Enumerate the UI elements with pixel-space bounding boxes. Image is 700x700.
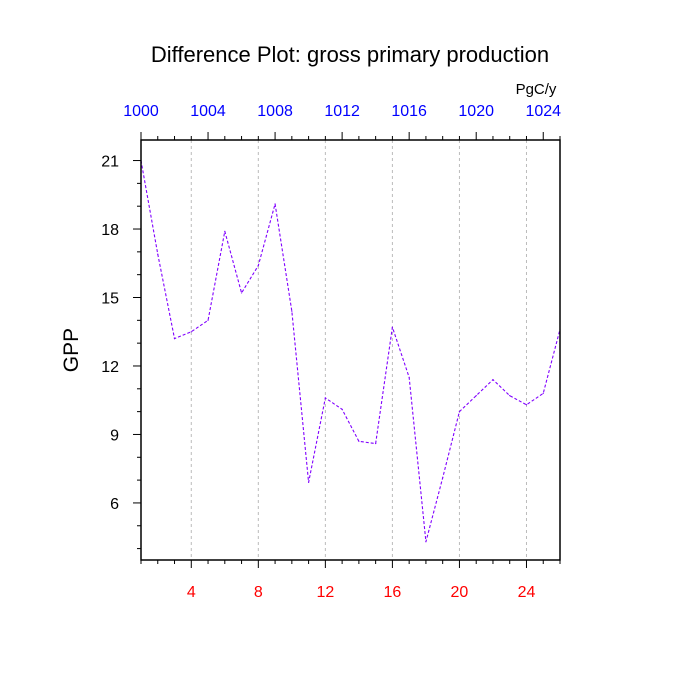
y-axis-label: GPP <box>60 328 83 372</box>
data-point <box>173 337 176 340</box>
grid-lines <box>190 140 527 560</box>
data-point <box>442 477 444 479</box>
data-point <box>458 411 461 413</box>
bottom-tick-label: 8 <box>254 584 263 601</box>
data-point <box>274 203 276 205</box>
data-point <box>257 264 259 267</box>
top-tick-label: 1008 <box>257 103 293 120</box>
bottom-tick-label: 20 <box>451 584 469 601</box>
data-point <box>207 319 209 321</box>
data-point <box>190 331 192 333</box>
bottom-tick-label: 12 <box>316 584 334 601</box>
data-point <box>475 395 477 397</box>
chart-title: Difference Plot: gross primary productio… <box>151 42 549 67</box>
y-tick-label: 9 <box>110 427 119 444</box>
top-tick-label: 1000 <box>123 103 159 120</box>
data-point <box>324 397 326 399</box>
top-tick-label: 1004 <box>190 103 226 120</box>
y-tick-label: 12 <box>101 359 119 376</box>
top-tick-label: 1012 <box>324 103 360 120</box>
axes-layer: 4 8 12 16 20 24 1000 1004 1008 1012 1016 1020 1024 6 9… <box>101 103 561 601</box>
data-point <box>492 379 494 381</box>
gpp-difference-line <box>140 160 561 542</box>
y-tick-label: 15 <box>101 291 119 308</box>
units-label: PgC/y <box>516 81 557 98</box>
data-point <box>358 440 360 442</box>
data-point <box>509 395 511 397</box>
data-point <box>308 481 310 483</box>
data-point <box>391 326 393 328</box>
bottom-tick-label: 24 <box>518 584 536 601</box>
data-point <box>224 230 226 232</box>
top-tick-label: 1020 <box>458 103 494 120</box>
data-point <box>542 392 544 394</box>
data-point <box>375 442 377 445</box>
data-point <box>240 292 243 294</box>
y-tick-label: 6 <box>110 496 119 513</box>
y-tick-label: 21 <box>101 154 119 171</box>
bottom-tick-label: 16 <box>384 584 402 601</box>
series-layer <box>140 159 561 543</box>
top-tick-label: 1016 <box>391 103 427 120</box>
plot-frame <box>140 139 561 561</box>
data-point <box>341 408 343 410</box>
bottom-tick-label: 4 <box>187 584 196 601</box>
data-point <box>157 253 159 255</box>
data-point <box>291 310 293 312</box>
data-point <box>408 376 410 378</box>
data-point <box>525 404 528 406</box>
top-tick-label: 1024 <box>525 103 561 120</box>
data-point <box>425 541 427 543</box>
y-tick-label: 18 <box>101 222 119 239</box>
